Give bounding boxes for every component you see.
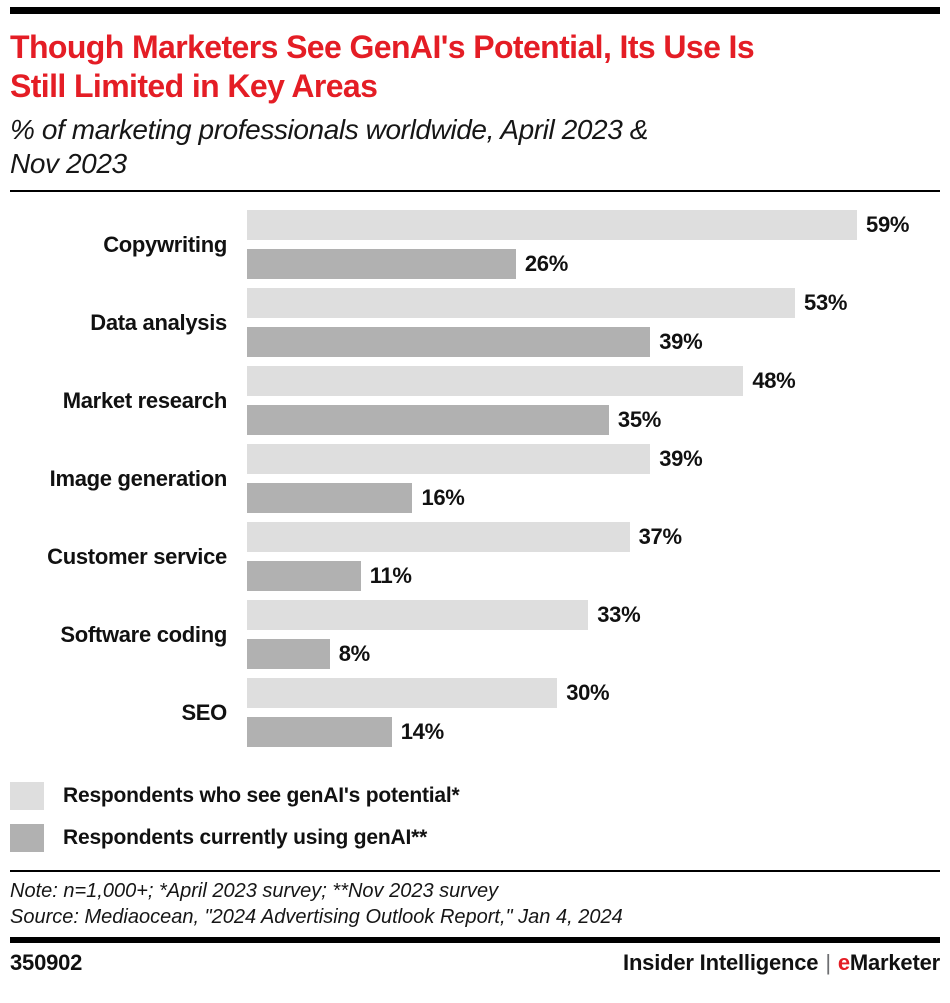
chart-row: Image generation 39% 16% (10, 444, 940, 513)
bar-see-potential (247, 210, 858, 240)
bar-currently-using (247, 483, 413, 513)
bar-line: 33% (247, 600, 940, 630)
bar-see-potential (247, 678, 558, 708)
legend-swatch-light (10, 782, 44, 810)
bar-line: 48% (247, 366, 940, 396)
legend-item: Respondents who see genAI's potential* (10, 782, 940, 810)
value-label: 14% (400, 719, 444, 744)
value-label: 8% (338, 641, 371, 666)
legend: Respondents who see genAI's potential* Re… (10, 782, 940, 852)
category-label: Market research (62, 387, 228, 413)
brand-insider-intelligence: Insider Intelligence (623, 950, 819, 975)
bar-currently-using (247, 561, 361, 591)
chart-row: Software coding 33% 8% (10, 600, 940, 669)
bar-currently-using (247, 717, 392, 747)
chart-row: Data analysis 53% 39% (10, 288, 940, 357)
bar-line: 39% (247, 444, 940, 474)
brand-emarketer-e: e (837, 950, 850, 975)
chart-id: 350902 (10, 950, 83, 975)
notes-divider (10, 870, 940, 872)
note-line: Note: n=1,000+; *April 2023 survey; **No… (10, 880, 499, 902)
bar-line: 37% (247, 522, 940, 552)
brand-emarketer-rest: Marketer (849, 950, 940, 975)
chart-title: Though Marketers See GenAI's Potential, … (10, 28, 940, 106)
bar-currently-using (247, 327, 651, 357)
category-label: Software coding (60, 621, 227, 647)
bar-see-potential (247, 444, 651, 474)
footer: 350902 Insider Intelligence | eMarketer (10, 950, 940, 976)
legend-label: Respondents who see genAI's potential* (63, 784, 460, 807)
value-label: 37% (638, 524, 682, 549)
value-label: 39% (659, 329, 703, 354)
value-label: 26% (524, 251, 568, 276)
category-label: SEO (181, 699, 227, 725)
category-bars: 48% 35% (247, 366, 940, 435)
chart-title-line-1: Though Marketers See GenAI's Potential, … (10, 29, 755, 65)
bar-line: 35% (247, 405, 940, 435)
bar-line: 39% (247, 327, 940, 357)
top-rule (10, 7, 940, 14)
chart-subtitle-line-1: % of marketing professionals worldwide, … (10, 114, 649, 145)
category-bars: 37% 11% (247, 522, 940, 591)
bar-line: 14% (247, 717, 940, 747)
chart-row: Market research 48% 35% (10, 366, 940, 435)
notes: Note: n=1,000+; *April 2023 survey; **No… (10, 878, 940, 930)
value-label: 48% (752, 368, 796, 393)
category-bars: 53% 39% (247, 288, 940, 357)
bar-line: 26% (247, 249, 940, 279)
bar-chart: Copywriting 59% 26% Data analysis 53% 39% Mark… (10, 210, 940, 747)
bar-line: 53% (247, 288, 940, 318)
bar-line: 59% (247, 210, 940, 240)
value-label: 39% (659, 446, 703, 471)
bar-see-potential (247, 522, 630, 552)
bar-see-potential (247, 600, 589, 630)
bar-line: 30% (247, 678, 940, 708)
bar-line: 8% (247, 639, 940, 669)
chart-page: Though Marketers See GenAI's Potential, … (0, 7, 950, 976)
bar-currently-using (247, 405, 609, 435)
category-label: Customer service (47, 543, 227, 569)
category-label: Copywriting (103, 231, 227, 257)
chart-title-line-2: Still Limited in Key Areas (10, 68, 378, 104)
bar-line: 16% (247, 483, 940, 513)
chart-row: Copywriting 59% 26% (10, 210, 940, 279)
header-divider (10, 190, 940, 192)
bar-currently-using (247, 639, 330, 669)
chart-subtitle-line-2: Nov 2023 (10, 148, 127, 179)
value-label: 11% (369, 563, 412, 588)
bar-see-potential (247, 366, 744, 396)
category-label: Image generation (49, 465, 228, 491)
value-label: 35% (617, 407, 662, 432)
chart-row: Customer service 37% 11% (10, 522, 940, 591)
footer-rule (10, 937, 940, 943)
brand-logo: Insider Intelligence | eMarketer (623, 950, 940, 976)
chart-row: SEO 30% 14% (10, 678, 940, 747)
legend-label: Respondents currently using genAI** (63, 826, 428, 849)
bar-see-potential (247, 288, 796, 318)
category-bars: 39% 16% (247, 444, 940, 513)
value-label: 53% (804, 290, 848, 315)
source-line: Source: Mediaocean, "2024 Advertising Ou… (10, 906, 623, 928)
legend-swatch-dark (10, 824, 44, 852)
legend-item: Respondents currently using genAI** (10, 824, 940, 852)
bar-currently-using (247, 249, 516, 279)
category-label: Data analysis (90, 309, 227, 335)
bar-line: 11% (247, 561, 940, 591)
category-bars: 30% 14% (247, 678, 940, 747)
category-bars: 33% 8% (247, 600, 940, 669)
brand-divider: | (825, 950, 831, 975)
value-label: 59% (866, 212, 910, 237)
value-label: 30% (566, 680, 610, 705)
chart-subtitle: % of marketing professionals worldwide, … (10, 113, 940, 181)
value-label: 33% (597, 602, 641, 627)
category-bars: 59% 26% (247, 210, 940, 279)
value-label: 16% (421, 485, 465, 510)
